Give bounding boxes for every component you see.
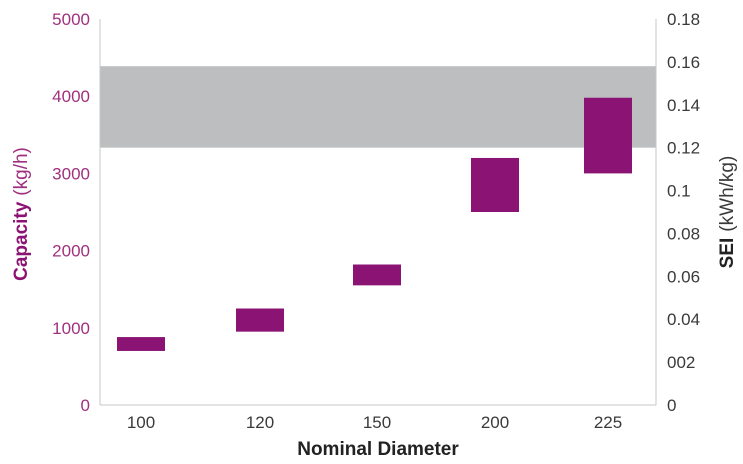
right-tick-label: 002 bbox=[667, 353, 695, 372]
axis-layer bbox=[99, 19, 657, 406]
x-tick-label: 150 bbox=[363, 413, 391, 432]
x-tick-label: 200 bbox=[481, 413, 509, 432]
right-axis-title-unit: (kWh/kg) bbox=[717, 156, 738, 232]
x-tick-label: 120 bbox=[246, 413, 274, 432]
bar-layer bbox=[117, 97, 632, 351]
x-axis-title: Nominal Diameter bbox=[297, 439, 459, 459]
capacity-range-bar bbox=[471, 157, 519, 212]
left-tick-label: 4000 bbox=[52, 87, 90, 106]
capacity-range-bar bbox=[117, 337, 165, 351]
right-tick-label: 0 bbox=[667, 396, 676, 415]
right-tick-label: 0.14 bbox=[667, 96, 700, 115]
capacity-range-bar bbox=[236, 308, 284, 332]
capacity-range-bar bbox=[353, 264, 401, 286]
right-tick-label: 0.16 bbox=[667, 53, 700, 72]
left-axis-title: Capacity (kg/h) bbox=[11, 147, 32, 281]
right-axis-title-bold: SEI bbox=[717, 238, 738, 269]
right-tick-label: 0.04 bbox=[667, 310, 700, 329]
reference-band bbox=[100, 66, 656, 148]
left-tick-label: 3000 bbox=[52, 164, 90, 183]
left-tick-label: 5000 bbox=[52, 10, 90, 29]
x-tick-label: 100 bbox=[127, 413, 155, 432]
left-tick-label: 0 bbox=[81, 396, 90, 415]
label-layer: 0 1000 2000 3000 4000 5000 0 002 0.04 0.06 0.08 0.1… bbox=[11, 10, 738, 460]
left-axis-title-bold: Capacity bbox=[11, 201, 32, 281]
right-tick-label: 0.12 bbox=[667, 139, 700, 158]
right-tick-label: 0.08 bbox=[667, 224, 700, 243]
band-layer bbox=[100, 66, 656, 148]
capacity-range-bar bbox=[584, 97, 632, 174]
x-tick-label: 225 bbox=[594, 413, 622, 432]
left-axis-title-unit: (kg/h) bbox=[11, 147, 32, 196]
right-tick-label: 0.06 bbox=[667, 267, 700, 286]
right-tick-label: 0.1 bbox=[667, 182, 691, 201]
right-tick-label: 0.18 bbox=[667, 10, 700, 29]
right-axis-title: SEI (kWh/kg) bbox=[717, 156, 738, 269]
left-tick-label: 1000 bbox=[52, 319, 90, 338]
left-tick-label: 2000 bbox=[52, 242, 90, 261]
